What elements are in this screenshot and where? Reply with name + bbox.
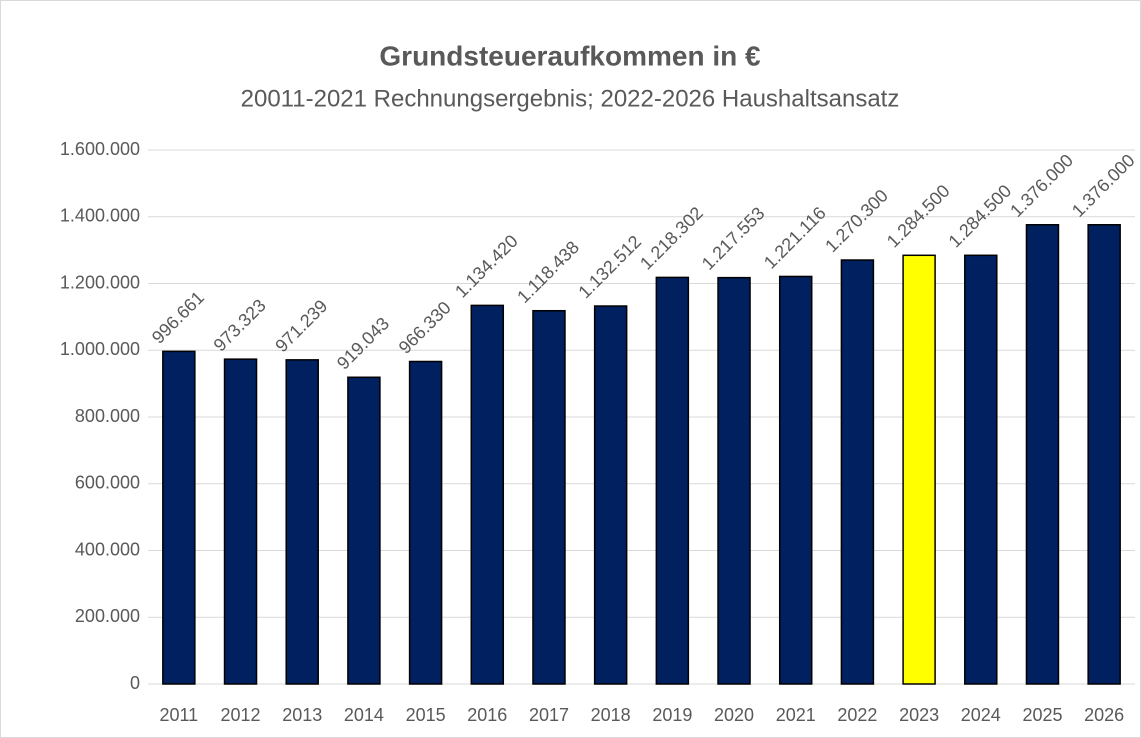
x-tick-label: 2013 (282, 705, 322, 725)
x-tick-label: 2015 (406, 705, 446, 725)
y-tick-label: 1.000.000 (60, 339, 140, 359)
bar (964, 254, 998, 685)
y-tick-label: 1.400.000 (60, 206, 140, 226)
bar (655, 276, 690, 685)
bar (347, 376, 381, 685)
x-tick-label: 2022 (837, 705, 877, 725)
x-tick-label: 2014 (344, 705, 384, 725)
bar (532, 309, 566, 685)
x-tick-label: 2024 (961, 705, 1001, 725)
x-tick-label: 2021 (776, 705, 816, 725)
y-tick-label: 1.600.000 (60, 139, 140, 159)
bar (840, 259, 875, 685)
y-tick-label: 0 (130, 673, 140, 693)
bar (902, 254, 936, 685)
bar (285, 359, 319, 685)
y-tick-label: 600.000 (75, 473, 140, 493)
x-tick-label: 2020 (714, 705, 754, 725)
x-tick-label: 2011 (159, 705, 198, 725)
y-tick-label: 400.000 (75, 539, 140, 559)
bar (1087, 224, 1121, 685)
x-tick-label: 2023 (899, 705, 939, 725)
x-tick-label: 2017 (529, 705, 569, 725)
bar (223, 358, 258, 685)
bar (470, 304, 505, 685)
chart-subtitle: 20011-2021 Rechnungsergebnis; 2022-2026 … (241, 85, 900, 112)
bar (593, 305, 628, 685)
bar (778, 275, 813, 685)
bar (1025, 224, 1060, 685)
x-tick-label: 2016 (467, 705, 507, 725)
bar (162, 350, 196, 685)
chart-title: Grundsteueraufkommen in € (379, 40, 761, 71)
x-tick-label: 2012 (221, 705, 261, 725)
x-tick-label: 2025 (1022, 705, 1062, 725)
x-tick-label: 2019 (652, 705, 692, 725)
bar (717, 276, 751, 685)
x-tick-label: 2018 (591, 705, 631, 725)
y-tick-label: 800.000 (75, 406, 140, 426)
x-tick-label: 2026 (1084, 705, 1124, 725)
y-tick-label: 200.000 (75, 606, 140, 626)
bar (408, 360, 443, 685)
y-tick-label: 1.200.000 (60, 272, 140, 292)
